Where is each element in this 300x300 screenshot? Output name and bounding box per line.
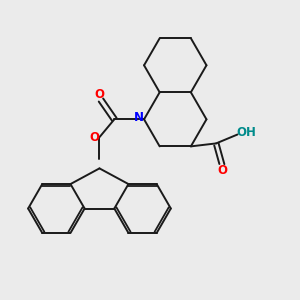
Text: O: O — [94, 88, 104, 101]
Text: O: O — [89, 131, 99, 144]
Text: OH: OH — [236, 127, 256, 140]
Text: O: O — [217, 164, 227, 177]
Text: N: N — [134, 111, 144, 124]
